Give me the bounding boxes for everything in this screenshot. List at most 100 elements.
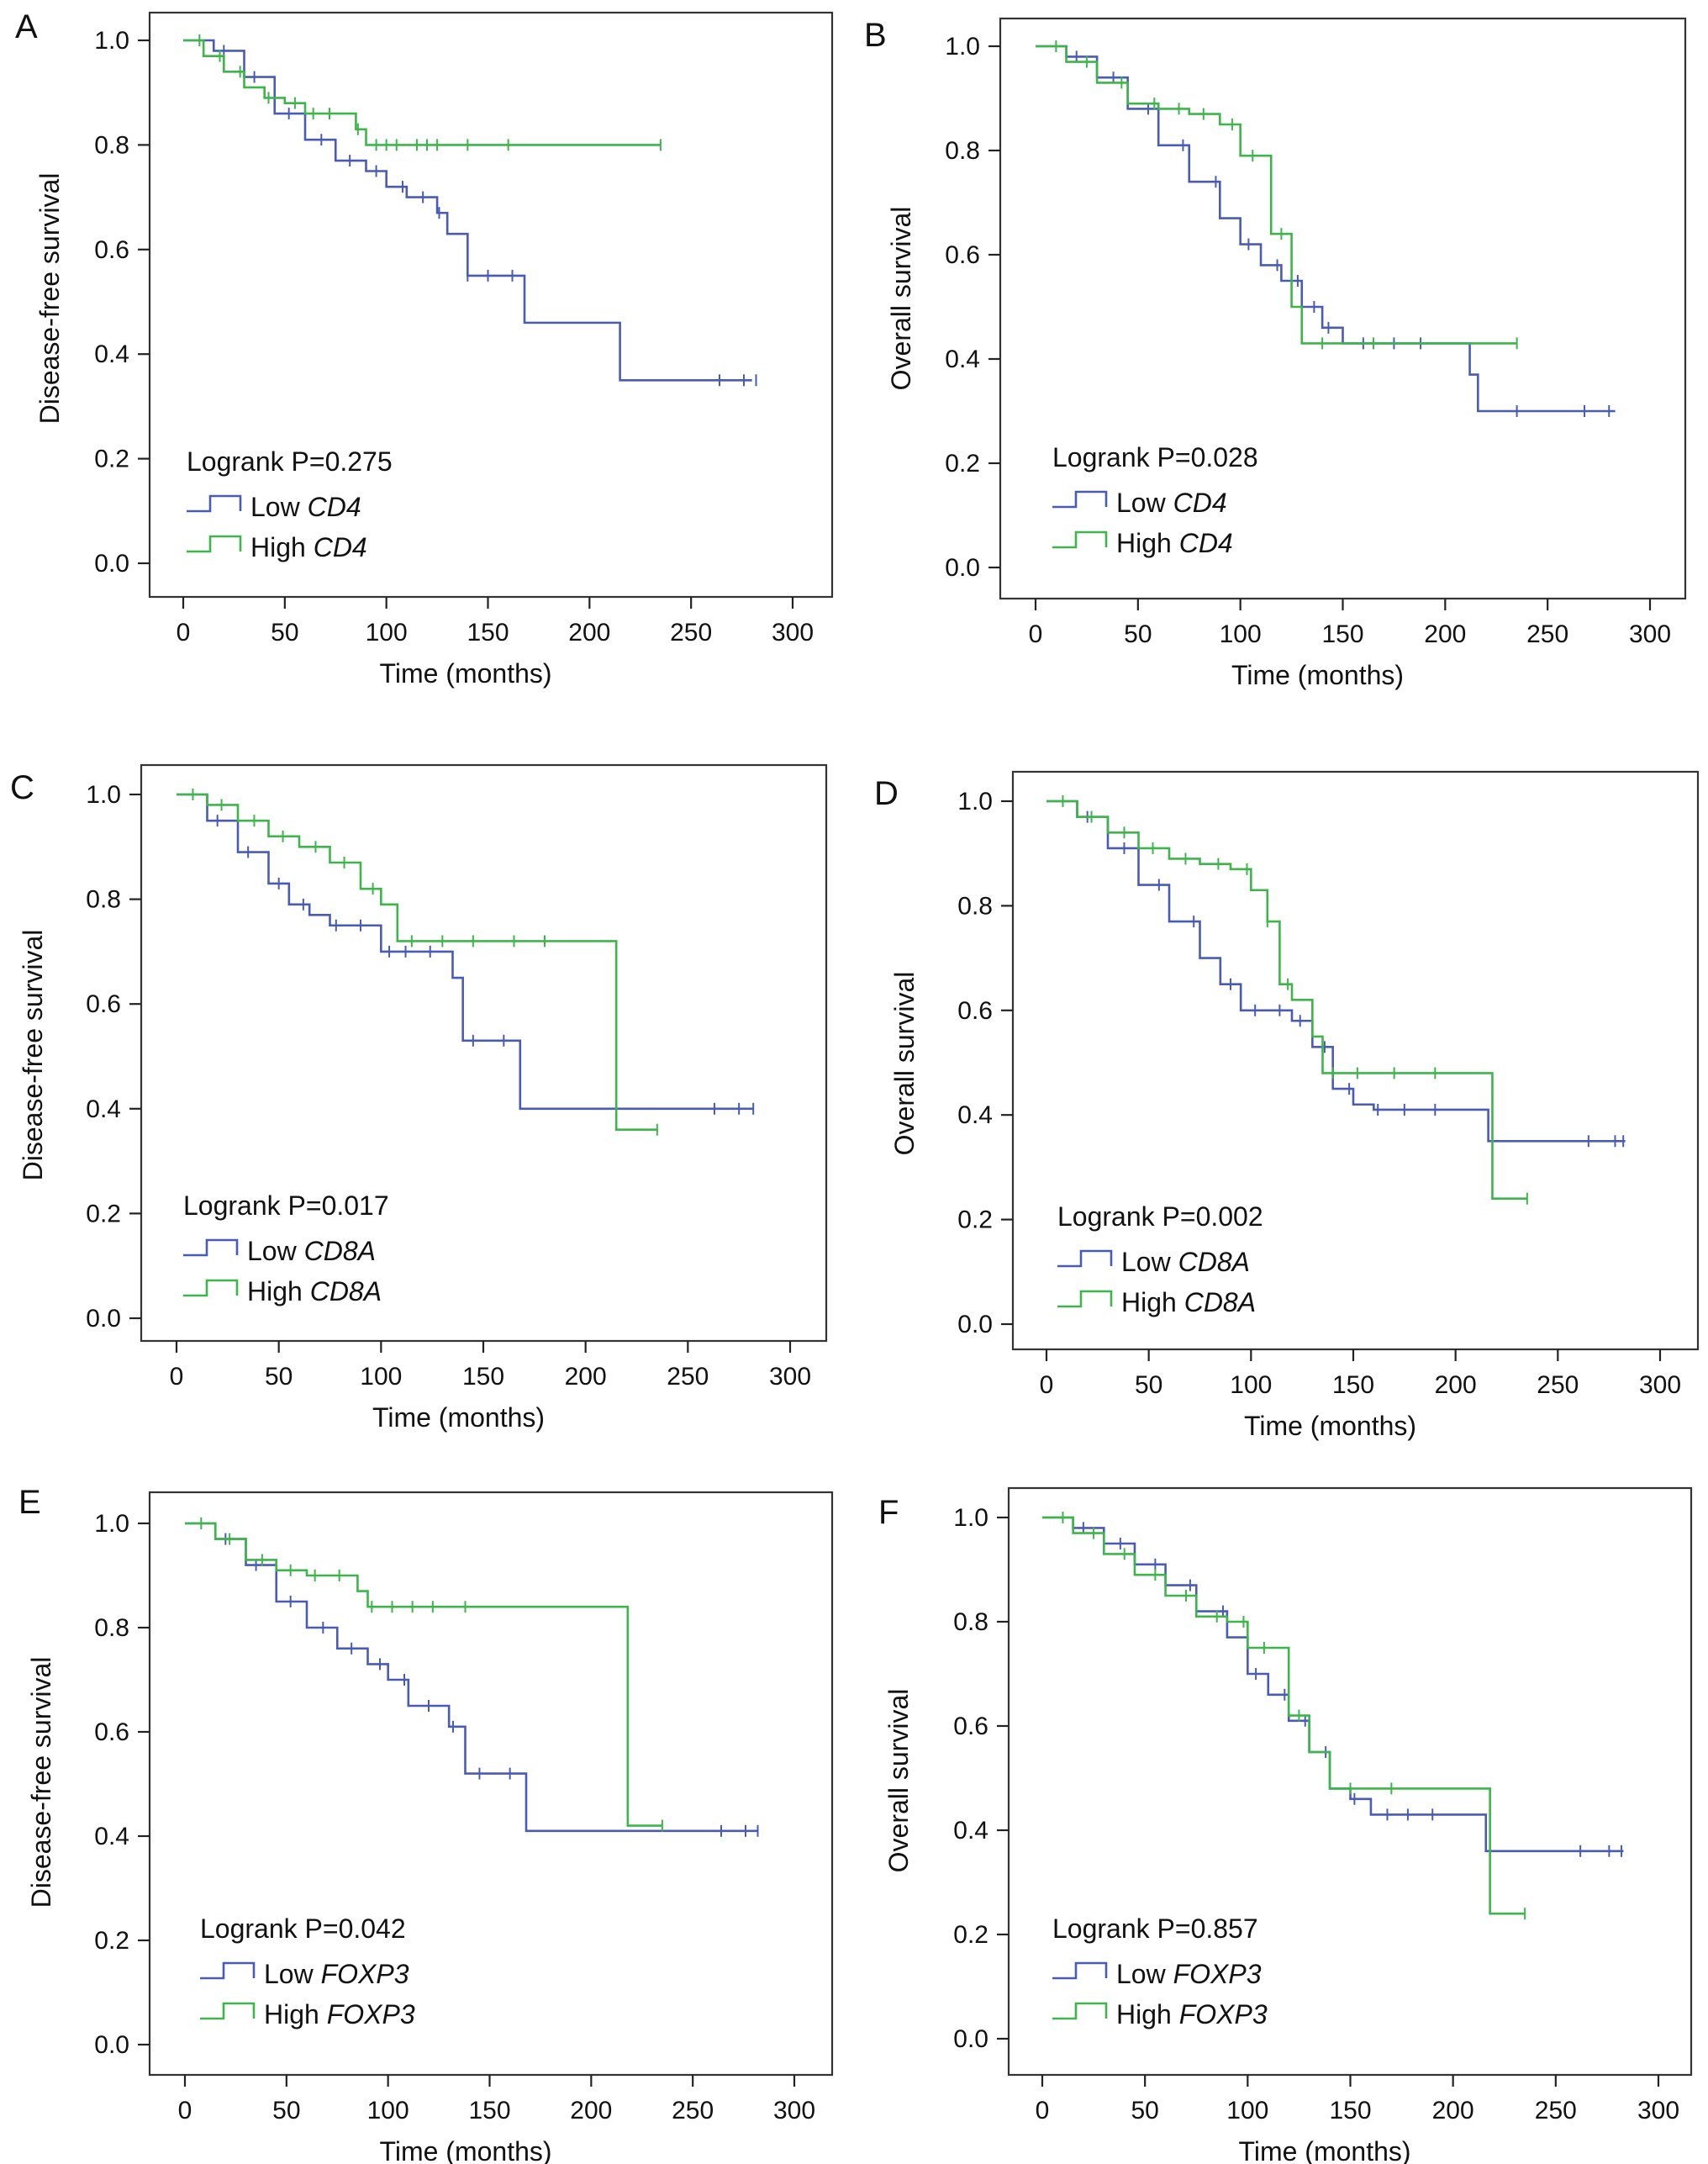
legend-level: Low [1121,1247,1178,1277]
legend-swatch-high [1057,1290,1113,1308]
legend-level: High [247,1276,310,1306]
legend-level: High [1116,1999,1179,2029]
x-tick-label: 300 [1639,1371,1681,1399]
x-tick-label: 300 [773,2097,815,2124]
logrank-stat: Logrank P=0.042 [200,1913,406,1944]
km-curve-low [1046,800,1626,1143]
y-tick-label: 0.2 [957,1206,993,1234]
x-tick-label: 200 [1424,620,1466,648]
legend-level: Low [1116,1959,1173,1989]
y-axis-title: Overall survival [883,1689,914,1873]
y-tick-label: 0.8 [94,1614,129,1642]
panel-label: A [15,8,38,45]
plot-frame [148,1491,834,2077]
panel-label: E [18,1484,41,1521]
legend-level: Low [250,492,308,522]
legend-swatch-low [1052,1961,1108,1980]
y-tick-label: 0.0 [86,1305,121,1333]
x-axis-title: Time (months) [379,2136,551,2164]
x-tick-label: 250 [670,619,712,647]
panel-a: A 0 50 100 150 200 250 300 0.0 0.2 0.4 0.6 0.8 1.0 Tim… [15,8,834,689]
y-tick-label: 0.0 [94,550,129,578]
legend-label-low: Low CD4 [250,492,361,522]
x-tick-label: 200 [565,1363,607,1391]
y-axis-title: Overall survival [886,207,916,391]
y-tick-label: 0.4 [94,340,129,368]
y-tick-label: 0.6 [94,236,129,264]
legend-label-low: Low FOXP3 [1116,1959,1262,1989]
x-tick-label: 0 [177,619,191,647]
y-tick-label: 1.0 [94,27,129,55]
plot-frame [1011,770,1700,1351]
km-curve-low [185,1522,758,1833]
x-tick-label: 100 [360,1363,402,1391]
logrank-stat: Logrank P=0.002 [1057,1201,1263,1232]
y-tick-label: 0.6 [86,990,121,1018]
x-tick-label: 100 [366,619,408,647]
x-tick-label: 0 [170,1363,184,1391]
km-curve-high [1036,45,1517,345]
panel-label: B [864,17,887,54]
x-tick-label: 0 [1029,620,1043,648]
legend-gene: CD4 [1179,528,1233,558]
legend-swatch-high [187,535,242,553]
y-tick-label: 1.0 [945,33,980,61]
logrank-stat: Logrank P=0.275 [187,446,393,477]
y-tick-label: 0.2 [945,450,980,478]
y-tick-label: 1.0 [94,1510,129,1538]
y-tick-label: 0.8 [945,137,980,165]
y-axis-title: Disease-free survival [18,930,48,1181]
legend-label-high: High FOXP3 [1116,1999,1268,2029]
legend-swatch-low [200,1961,256,1980]
legend-gene: CD4 [1173,488,1227,518]
y-axis-title: Overall survival [889,972,920,1156]
y-tick-label: 0.2 [94,1927,129,1955]
y-tick-label: 0.0 [945,554,980,582]
x-tick-label: 50 [1135,1371,1162,1399]
legend-label-high: High CD8A [1121,1287,1256,1317]
x-axis-title: Time (months) [372,1402,545,1433]
legend-gene: CD8A [1184,1287,1256,1317]
y-tick-label: 1.0 [86,781,121,809]
panel-c: C 0 50 100 150 200 250 300 0.0 0.2 0.4 0.6 0.8 1.0 Tim… [10,763,828,1433]
x-axis-title: Time (months) [1244,1411,1416,1441]
y-tick-label: 0.2 [953,1921,988,1949]
x-tick-label: 150 [467,619,509,647]
y-tick-label: 0.8 [86,886,121,914]
legend-swatch-low [1052,490,1108,509]
km-curve-high [1046,800,1527,1201]
y-tick-label: 0.0 [957,1311,993,1338]
y-tick-label: 0.2 [86,1200,121,1227]
x-tick-label: 0 [1040,1371,1054,1399]
x-tick-label: 100 [367,2097,409,2124]
km-curve-low [1036,45,1616,413]
legend-swatch-high [1052,530,1108,549]
logrank-stat: Logrank P=0.017 [183,1190,389,1221]
panel-e: E 0 50 100 150 200 250 300 0.0 0.2 0.4 0.6 0.8 1.0 Tim… [18,1484,834,2164]
legend-label-high: High FOXP3 [264,1999,415,2029]
legend-swatch-high [183,1279,239,1297]
legend-gene: FOXP3 [1173,1959,1262,1989]
legend-label-low: Low CD8A [247,1236,376,1266]
legend-gene: CD8A [304,1236,376,1266]
x-tick-label: 50 [272,2097,300,2124]
x-tick-label: 250 [1526,620,1568,648]
legend-swatch-low [183,1238,239,1257]
x-tick-label: 250 [1535,2097,1577,2124]
y-tick-label: 0.4 [957,1101,993,1129]
legend-level: Low [1116,488,1173,518]
legend-gene: FOXP3 [1179,1999,1268,2029]
legend-swatch-high [200,2002,256,2020]
x-tick-label: 50 [1124,620,1152,648]
km-curve-low [177,793,754,1111]
legend-label-low: Low CD8A [1121,1247,1250,1277]
legend-gene: CD4 [314,532,367,562]
panel-f: F 0 50 100 150 200 250 300 0.0 0.2 0.4 0.6 0.8 1.0 Tim… [878,1486,1693,2164]
km-curve-low [1042,1516,1624,1853]
y-tick-label: 0.4 [86,1095,121,1123]
plot-frame [148,11,834,599]
x-tick-label: 150 [1321,620,1363,648]
y-tick-label: 0.8 [957,892,993,920]
x-tick-label: 150 [1332,1371,1374,1399]
legend-gene: CD8A [310,1276,382,1306]
